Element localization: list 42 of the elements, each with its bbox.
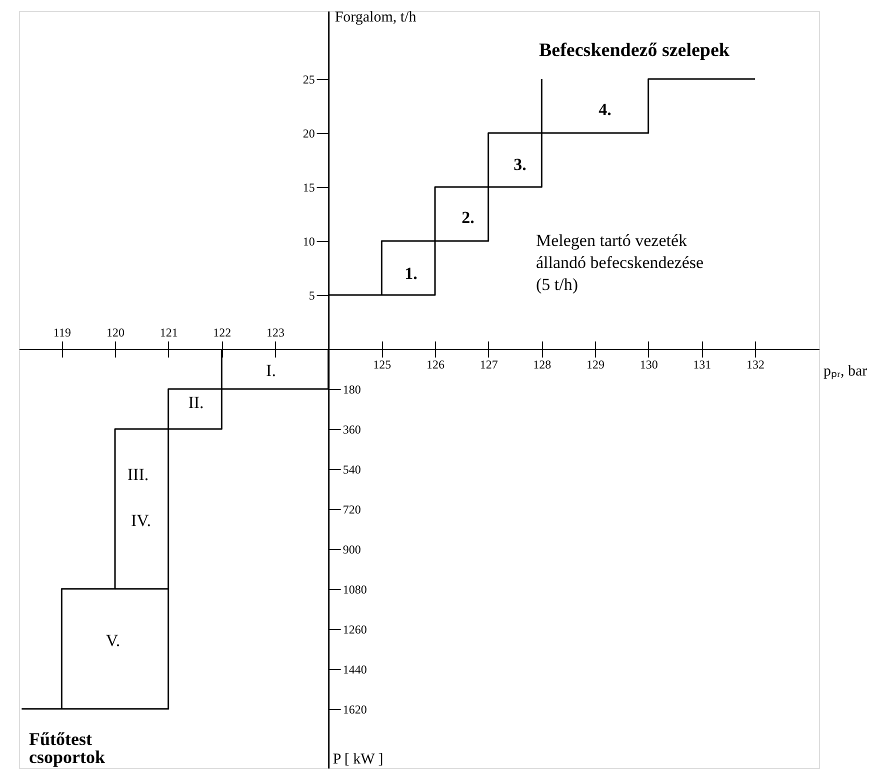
annotation: I. [266, 361, 276, 380]
y-tick-label: 1440 [342, 662, 367, 676]
annotation: 2. [462, 208, 474, 227]
y-tick-label: 5 [308, 288, 315, 303]
x-tick-label: 121 [160, 326, 178, 340]
annotation: 1. [404, 264, 418, 283]
annotation: II. [188, 393, 204, 412]
annotation: IV. [131, 511, 151, 530]
annotation: V. [106, 631, 120, 650]
text: Fűtőtest csoportok [29, 729, 105, 767]
x-axis-title: pₚᵣ, bar [824, 364, 868, 380]
y-tick-label: 540 [342, 462, 361, 476]
x-tick-label: 130 [640, 358, 658, 372]
x-tick-label: 122 [213, 326, 232, 340]
annotation: 3. [514, 155, 526, 174]
y-tick-label: 15 [302, 180, 315, 195]
y-tick-label: 720 [342, 502, 361, 516]
y-tick-label: 20 [302, 126, 315, 141]
x-tick-label: 132 [746, 358, 764, 372]
y-tick-label: 900 [342, 542, 361, 556]
x-tick-label: 120 [106, 326, 124, 340]
y-tick-label: 1260 [342, 622, 367, 636]
y-tick-label: 360 [342, 422, 361, 436]
y-tick-label: 1080 [342, 582, 367, 596]
x-tick-label: 128 [533, 358, 552, 372]
x-tick-label: 127 [480, 358, 498, 372]
annotation: 4. [598, 100, 612, 119]
y-tick-label: 180 [342, 382, 361, 396]
y-tick-label: 10 [302, 234, 315, 249]
x-tick-label: 126 [426, 358, 444, 372]
x-tick-label: 129 [586, 358, 604, 372]
x-tick-label: 131 [693, 358, 712, 372]
y-tick-label: 25 [302, 72, 315, 87]
x-tick-label: 119 [53, 326, 71, 340]
annotation: Melegen tartó vezeték állandó befecskendezése (5 t/h) [536, 231, 704, 294]
annotation: III. [127, 465, 149, 484]
x-tick-label: 125 [373, 358, 392, 372]
text: Befecskendező szelepek [539, 40, 730, 61]
y-axis-title: Forgalom, t/h [334, 10, 417, 26]
y-tick-label: 1620 [342, 702, 367, 716]
x-tick-label: 123 [266, 326, 284, 340]
y-axis-title: P [ kW ] [332, 752, 384, 768]
